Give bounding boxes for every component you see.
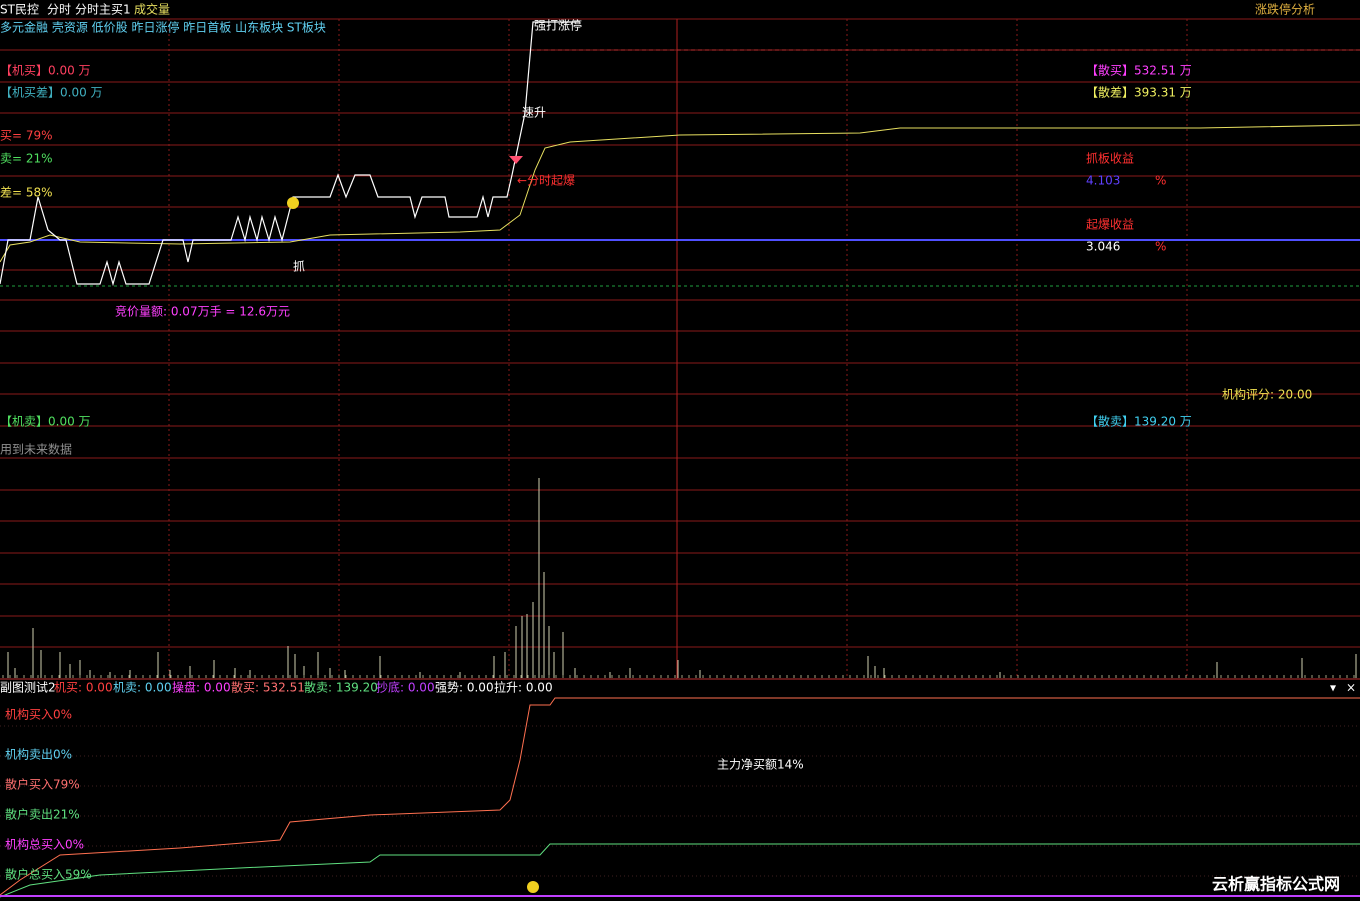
note: 用到未来数据 bbox=[0, 442, 72, 457]
indicator: 机卖: 0.00 bbox=[113, 681, 172, 695]
left-label: 【机卖】0.00 万 bbox=[0, 415, 91, 429]
left-label: 【机买差】0.00 万 bbox=[0, 86, 103, 100]
gem-icon bbox=[509, 156, 523, 164]
watermark: 云析赢指标公式网 bbox=[1212, 875, 1340, 894]
sub-header bbox=[0, 679, 1360, 696]
avg-price-line bbox=[0, 124, 1360, 263]
right-label: 4.103 bbox=[1086, 174, 1120, 188]
sub-line-green bbox=[0, 843, 1360, 898]
panel-title[interactable]: 涨跌停分析 bbox=[1255, 2, 1315, 17]
indicator: 拉升: 0.00 bbox=[494, 680, 553, 695]
right-label: % bbox=[1155, 240, 1166, 254]
right-label: 【散买】532.51 万 bbox=[1086, 63, 1192, 78]
sub-label: 散户买入79% bbox=[5, 777, 80, 792]
sub-label: 散户卖出21% bbox=[5, 807, 80, 822]
annotation: 速升 bbox=[522, 106, 546, 120]
sub-label: 机构买入0% bbox=[5, 707, 72, 722]
tab[interactable]: 成交量 bbox=[134, 2, 170, 17]
left-label: 【机买】0.00 万 bbox=[0, 64, 91, 78]
volume-bars bbox=[2, 478, 1357, 678]
right-label: 【散差】393.31 万 bbox=[1086, 85, 1192, 100]
left-label: 卖= 21% bbox=[0, 152, 53, 166]
left-label: 买= 79% bbox=[0, 129, 53, 143]
smile-icon bbox=[527, 881, 539, 893]
indicator: 机买: 0.00 bbox=[54, 681, 113, 695]
right-label: 机构评分: 20.00 bbox=[1222, 387, 1312, 402]
smile-icon bbox=[287, 197, 299, 209]
tab[interactable]: 分时主买1 bbox=[75, 3, 131, 17]
sub-line-orange bbox=[0, 697, 1360, 896]
indicator: 抄底: 0.00 bbox=[376, 680, 435, 695]
dropdown[interactable]: ▾ bbox=[1330, 681, 1336, 695]
left-label: 差= 58% bbox=[0, 186, 53, 200]
indicator: 散买: 532.51 bbox=[231, 680, 305, 695]
indicator: 操盘: 0.00 bbox=[172, 680, 231, 695]
right-label: 3.046 bbox=[1086, 240, 1120, 254]
sub-title: 副图测试2 bbox=[0, 680, 56, 695]
annotation: 抓 bbox=[293, 260, 305, 274]
annotation: ←分时起爆 bbox=[517, 174, 575, 188]
tab[interactable]: 分时 bbox=[47, 3, 71, 17]
sub-label: 散户总买入59% bbox=[5, 867, 92, 882]
right-label: 起爆收益 bbox=[1086, 218, 1134, 232]
close-button[interactable]: × bbox=[1346, 681, 1356, 695]
sub-label: 机构卖出0% bbox=[5, 747, 72, 762]
grid bbox=[0, 18, 1360, 877]
right-label: 【散卖】139.20 万 bbox=[1086, 414, 1192, 429]
annotation: 强打涨停 bbox=[534, 18, 582, 33]
center-label: 主力净买额14% bbox=[717, 758, 804, 772]
right-label: % bbox=[1155, 174, 1166, 188]
indicator: 散卖: 139.20 bbox=[304, 680, 378, 695]
right-label: 抓板收益 bbox=[1086, 152, 1134, 166]
price-line bbox=[0, 21, 580, 287]
tags: 多元金融 壳资源 低价股 昨日涨停 昨日首板 山东板块 ST板块 bbox=[0, 20, 326, 35]
sub-label: 机构总买入0% bbox=[5, 837, 84, 852]
indicator: 强势: 0.00 bbox=[435, 681, 494, 695]
stock-name: ST民控 bbox=[0, 3, 39, 17]
auction-label: 竞价量额: 0.07万手 = 12.6万元 bbox=[115, 305, 290, 319]
